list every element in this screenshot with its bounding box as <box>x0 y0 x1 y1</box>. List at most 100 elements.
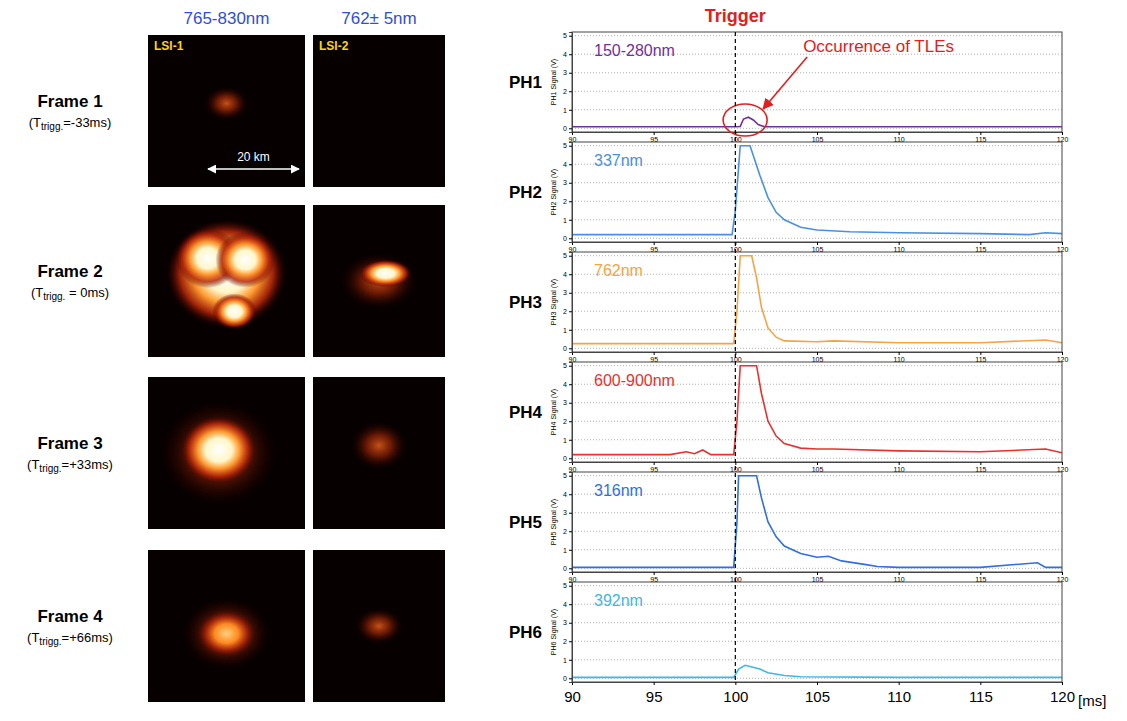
tick-label: 1 <box>563 547 567 554</box>
grid-line <box>572 475 1062 476</box>
grid-line <box>572 641 1062 642</box>
y-tick: 3 <box>563 69 572 76</box>
time-sub: trigg. <box>43 291 65 302</box>
scale-label: 20 km <box>237 150 270 164</box>
glow <box>212 293 256 329</box>
panel-title: PH5 <box>509 513 542 532</box>
y-tick: 0 <box>563 455 572 462</box>
x-tick: 90 <box>564 682 581 705</box>
grid-line <box>572 274 1062 275</box>
trigger-line <box>735 32 736 682</box>
tick-mark <box>654 572 655 575</box>
axis-line <box>573 683 1063 686</box>
glow <box>215 232 275 288</box>
y-tick: 5 <box>563 32 572 39</box>
image-background <box>313 205 445 357</box>
y-tick: 1 <box>563 107 572 114</box>
tick-label: 0 <box>563 565 567 572</box>
tick-label: 5 <box>563 32 567 39</box>
x-tick: 120 <box>1050 682 1075 705</box>
tick-label: 1 <box>563 657 567 664</box>
y-axis-title: PH6 Signal (V) <box>550 609 558 655</box>
grid-line <box>572 145 1062 146</box>
time-sub: trigg. <box>39 636 61 647</box>
x-axis: 9095100105110115120 <box>569 572 1069 583</box>
glow <box>161 401 277 505</box>
plot-frame <box>572 362 1062 462</box>
tick-mark <box>569 238 572 239</box>
tick-mark <box>817 572 818 575</box>
grid-line <box>572 128 1062 129</box>
tick-label: 0 <box>563 455 567 462</box>
panel: 9095100105110115120012345PH1 Signal (V)P… <box>509 32 1069 143</box>
x-tick: 90 <box>569 462 577 473</box>
tick-label: 5 <box>563 582 567 589</box>
x-tick: 105 <box>812 572 824 583</box>
image-tile <box>148 550 305 702</box>
x-tick: 95 <box>650 352 658 363</box>
signal-line <box>572 117 1062 127</box>
y-axis: 012345 <box>563 252 572 352</box>
time-value: =+66ms) <box>62 630 113 645</box>
y-tick: 2 <box>563 638 572 645</box>
grid-line <box>572 311 1062 312</box>
tick-label: 3 <box>563 289 567 296</box>
tick-label: 4 <box>563 381 567 388</box>
y-tick: 0 <box>563 345 572 352</box>
tick-mark <box>980 572 981 575</box>
y-axis-title: PH4 Signal (V) <box>550 389 558 435</box>
y-axis: 012345 <box>563 362 572 462</box>
x-tick: 115 <box>975 132 986 143</box>
y-axis-title: PH2 Signal (V) <box>550 169 558 215</box>
axis-line <box>573 243 1063 246</box>
image-tile <box>313 550 445 702</box>
axis-line <box>569 363 573 463</box>
tick-label: 90 <box>564 688 581 705</box>
tick-mark <box>654 132 655 135</box>
legend-entry: 762nm <box>594 262 643 279</box>
x-tick: 115 <box>969 682 993 705</box>
x-axis-title: [ms] <box>1078 692 1106 709</box>
y-tick: 1 <box>563 547 572 554</box>
tick-mark <box>569 146 572 147</box>
time-value: =-33ms) <box>63 115 111 130</box>
tick-label: 115 <box>969 688 993 705</box>
grid-line <box>572 219 1062 220</box>
y-tick: 2 <box>563 308 572 315</box>
tick-mark <box>569 550 572 551</box>
tick-mark <box>899 352 900 355</box>
signal-line <box>572 476 1062 568</box>
x-tick: 100 <box>723 682 748 705</box>
grid-line <box>572 292 1062 293</box>
tick-mark <box>569 421 572 422</box>
time-value: = 0ms) <box>65 285 109 300</box>
tick-mark <box>817 462 818 465</box>
y-tick: 2 <box>563 528 572 535</box>
x-tick: 105 <box>805 682 830 705</box>
axis-line <box>569 33 573 133</box>
image-tile <box>313 377 445 529</box>
frame-label: Frame 1 <box>37 92 102 111</box>
x-tick: 120 <box>1057 242 1069 253</box>
tick-mark <box>899 242 900 245</box>
x-tick: 110 <box>887 682 911 705</box>
x-tick: 120 <box>1057 462 1069 473</box>
y-tick: 0 <box>563 565 572 572</box>
tick-mark <box>980 132 981 135</box>
y-tick: 0 <box>563 125 572 132</box>
axis-line <box>573 353 1063 356</box>
tick-mark <box>569 623 572 624</box>
image-background <box>313 35 445 187</box>
tick-mark <box>654 462 655 465</box>
legend-entry: 392nm <box>594 592 643 609</box>
y-tick: 4 <box>563 491 572 498</box>
tick-mark <box>569 641 572 642</box>
plot-frame <box>572 32 1062 132</box>
trigger-label: Trigger <box>705 6 766 26</box>
axis-line <box>569 253 573 353</box>
tick-label: 1 <box>563 437 567 444</box>
grid-line <box>572 365 1062 366</box>
x-tick: 115 <box>975 572 986 583</box>
frame-time: (Ttrigg.=-33ms) <box>29 115 112 132</box>
frame-time: (Ttrigg. = 0ms) <box>31 285 109 302</box>
